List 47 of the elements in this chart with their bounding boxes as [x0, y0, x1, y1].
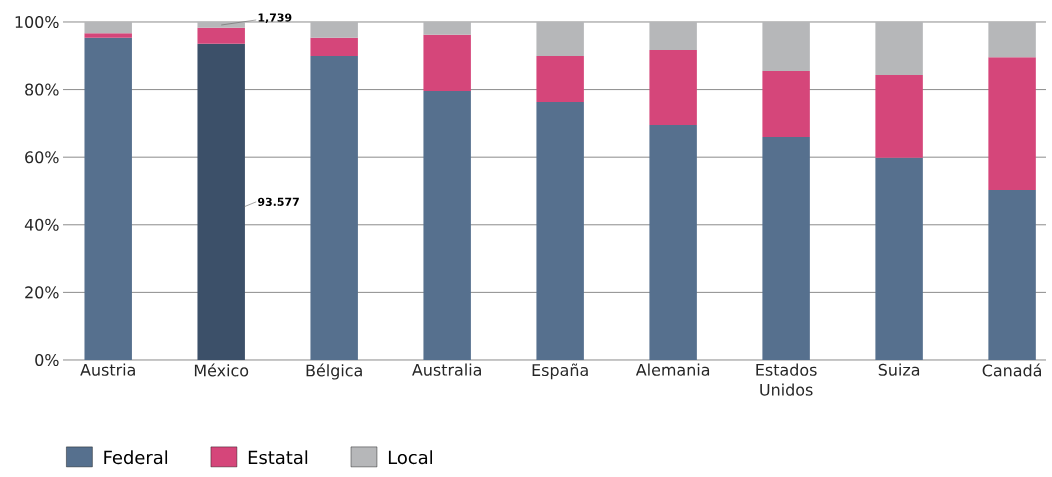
legend-label: Federal — [104, 450, 168, 465]
bar — [649, 50, 697, 126]
bar — [762, 71, 810, 137]
x-tick-label: España — [532, 363, 588, 380]
bar — [423, 21, 471, 35]
y-tick-label: 80% — [25, 83, 59, 96]
bar — [875, 157, 923, 360]
legend-label: Estatal — [248, 450, 308, 465]
bar — [84, 21, 132, 34]
y-tick-label: 20% — [25, 286, 59, 299]
bar — [988, 189, 1036, 360]
y-tick-label: 100% — [15, 15, 59, 29]
bar — [197, 43, 245, 360]
y-tick-label: 40% — [24, 218, 59, 231]
bar — [536, 102, 584, 360]
bar — [875, 21, 923, 76]
bar — [649, 21, 697, 51]
bar — [649, 125, 697, 360]
bar — [423, 90, 471, 360]
bar — [197, 21, 245, 28]
bar — [536, 56, 584, 103]
bar — [84, 33, 132, 38]
x-tick-label: Canadá — [982, 363, 1041, 377]
bar — [762, 21, 810, 71]
bar — [423, 34, 471, 91]
annotation: 1,739 — [258, 13, 292, 24]
data-label: 93.577 — [257, 197, 299, 206]
x-tick-label: Australia — [412, 363, 481, 376]
bar — [310, 56, 358, 360]
y-tick-label: 0% — [35, 353, 59, 367]
legend-label: Local — [388, 450, 432, 465]
x-tick-label: Austria — [80, 363, 135, 376]
y-tick-label: 60% — [25, 151, 59, 164]
x-tick-label: Suiza — [878, 363, 920, 376]
x-tick-label: Alemania — [635, 363, 710, 376]
bar — [988, 21, 1036, 58]
x-tick-label: México — [194, 363, 249, 377]
bar — [310, 37, 358, 57]
bar — [310, 21, 358, 38]
bar — [84, 37, 132, 360]
bar — [875, 75, 923, 158]
bar — [988, 57, 1036, 190]
bar — [536, 21, 584, 57]
x-tick-label: Estados Unidos — [756, 363, 817, 396]
x-tick-label: Bélgica — [306, 363, 362, 380]
bar — [762, 136, 810, 360]
bar — [197, 27, 245, 44]
